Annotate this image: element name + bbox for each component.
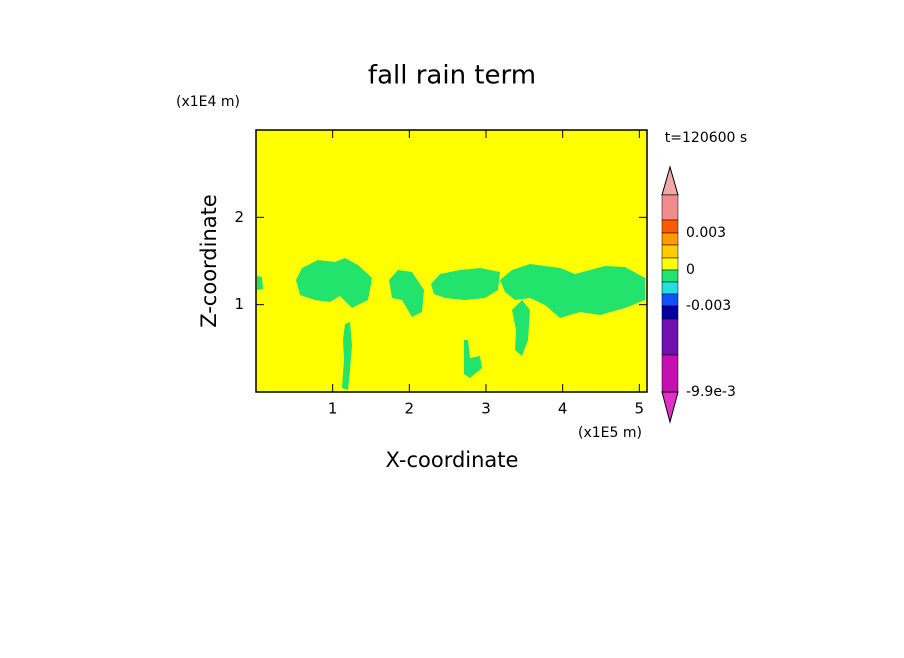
y-tick-label: 2 [234,208,244,226]
field-region [431,268,500,300]
colorbar-box [661,244,679,259]
x-tick-label: 5 [635,400,645,418]
x-tick-label: 4 [558,400,568,418]
y-axis-label: Z-coordinate [197,194,221,328]
field-region [296,258,372,308]
x-tick-label: 2 [405,400,415,418]
colorbar-box [661,293,679,307]
colorbar-box [661,269,679,283]
colorbar-box [661,232,679,246]
field-region [389,270,424,317]
colorbar-label: -0.003 [686,298,731,314]
colorbar-arrow [661,391,679,424]
y-unit: (x1E4 m) [176,94,240,110]
colorbar-box [661,318,679,356]
x-tick-label: 3 [481,400,491,418]
colorbar-box [661,354,679,393]
plot-background [256,130,647,392]
colorbar-box [661,194,679,221]
field-region [342,322,352,390]
time-annotation: t=120600 s [665,130,747,146]
y-tick-label: 1 [234,295,244,313]
colorbar-arrow [661,165,679,196]
colorbar-box [661,305,679,320]
field-regions [257,258,645,390]
chart-title: fall rain term [368,61,536,91]
x-tick-label: 1 [328,400,338,418]
colorbar-label: -9.9e-3 [686,384,736,400]
x-axis-label: X-coordinate [386,448,519,472]
colorbar-box [661,281,679,295]
field-region [512,300,530,356]
colorbar-label: 0.003 [686,225,726,241]
colorbar-box [661,257,679,271]
field-region [500,264,645,318]
plot-frame [255,129,648,393]
colorbar-box [661,219,679,234]
field-region [464,340,482,378]
field-region [257,276,263,290]
x-unit: (x1E5 m) [578,425,642,441]
colorbar-label: 0 [686,262,695,278]
